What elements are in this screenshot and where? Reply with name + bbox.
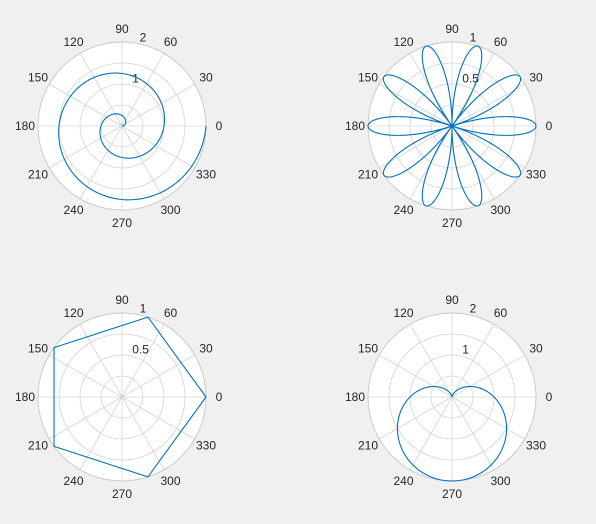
theta-tick-label: 0 <box>216 119 223 133</box>
theta-tick-label: 330 <box>196 168 216 182</box>
theta-tick-label: 270 <box>112 216 132 230</box>
theta-tick-label: 150 <box>28 342 48 356</box>
theta-tick-label: 180 <box>345 119 365 133</box>
series-line <box>367 45 537 207</box>
theta-tick-label: 0 <box>546 119 553 133</box>
theta-tick-label: 90 <box>445 293 459 307</box>
r-tick-label: 1 <box>140 301 147 315</box>
r-tick-label: 1 <box>462 343 469 357</box>
theta-tick-label: 210 <box>358 439 378 453</box>
theta-tick-label: 60 <box>164 306 178 320</box>
r-grid-ring <box>430 104 474 148</box>
r-grid-ring <box>100 375 144 419</box>
r-grid-ring <box>388 62 516 190</box>
theta-tick-label: 180 <box>15 390 35 404</box>
theta-tick-label: 30 <box>529 71 543 85</box>
theta-tick-label: 240 <box>63 474 83 488</box>
theta-tick-label: 60 <box>164 35 178 49</box>
theta-tick-label: 90 <box>445 22 459 36</box>
theta-tick-label: 300 <box>160 203 180 217</box>
theta-tick-label: 60 <box>494 35 508 49</box>
theta-tick-label: 330 <box>196 439 216 453</box>
series-line <box>58 72 207 201</box>
theta-tick-label: 300 <box>490 474 510 488</box>
theta-tick-label: 30 <box>199 71 213 85</box>
theta-tick-label: 30 <box>199 342 213 356</box>
theta-tick-label: 150 <box>28 71 48 85</box>
theta-tick-label: 150 <box>358 71 378 85</box>
theta-tick-label: 240 <box>393 203 413 217</box>
theta-tick-label: 120 <box>63 306 83 320</box>
series-line <box>53 316 207 478</box>
theta-tick-label: 90 <box>115 293 129 307</box>
theta-tick-label: 210 <box>28 439 48 453</box>
r-tick-label: 0.5 <box>462 72 479 86</box>
r-grid-ring <box>430 375 474 419</box>
theta-tick-label: 240 <box>63 203 83 217</box>
polar-axes-1: 0 30 60 90 120 150 180 210 240 270 300 330 1 2 <box>15 22 223 230</box>
theta-tick-label: 270 <box>442 487 462 501</box>
r-tick-label: 1 <box>132 72 139 86</box>
theta-tick-label: 210 <box>358 168 378 182</box>
r-grid-ring <box>409 83 495 169</box>
theta-tick-label: 180 <box>345 390 365 404</box>
series-line <box>396 385 508 482</box>
theta-tick-label: 0 <box>216 390 223 404</box>
theta-tick-label: 180 <box>15 119 35 133</box>
r-tick-label: 2 <box>470 301 477 315</box>
theta-tick-label: 120 <box>63 35 83 49</box>
polar-axes-2: 0 30 60 90 120 150 180 210 240 270 300 330 0.5 1 <box>345 22 553 230</box>
theta-tick-label: 300 <box>160 474 180 488</box>
r-tick-label: 1 <box>470 30 477 44</box>
theta-tick-label: 300 <box>490 203 510 217</box>
theta-tick-label: 60 <box>494 306 508 320</box>
theta-tick-label: 240 <box>393 474 413 488</box>
theta-tick-label: 150 <box>358 342 378 356</box>
r-tick-label: 0.5 <box>132 343 149 357</box>
r-grid-ring <box>58 333 186 461</box>
theta-tick-label: 270 <box>442 216 462 230</box>
theta-tick-label: 210 <box>28 168 48 182</box>
polar-axes-4: 0 30 60 90 120 150 180 210 240 270 300 330 1 2 <box>345 293 553 501</box>
r-grid-ring <box>388 333 516 461</box>
theta-tick-label: 0 <box>546 390 553 404</box>
theta-tick-label: 90 <box>115 22 129 36</box>
theta-tick-label: 330 <box>526 439 546 453</box>
r-tick-label: 2 <box>140 30 147 44</box>
theta-tick-label: 120 <box>393 306 413 320</box>
theta-tick-label: 120 <box>393 35 413 49</box>
theta-tick-label: 330 <box>526 168 546 182</box>
r-grid-ring <box>79 354 165 440</box>
polar-axes-3: 0 30 60 90 120 150 180 210 240 270 300 330 0.5 1 <box>15 293 223 501</box>
theta-tick-label: 30 <box>529 342 543 356</box>
theta-tick-label: 270 <box>112 487 132 501</box>
